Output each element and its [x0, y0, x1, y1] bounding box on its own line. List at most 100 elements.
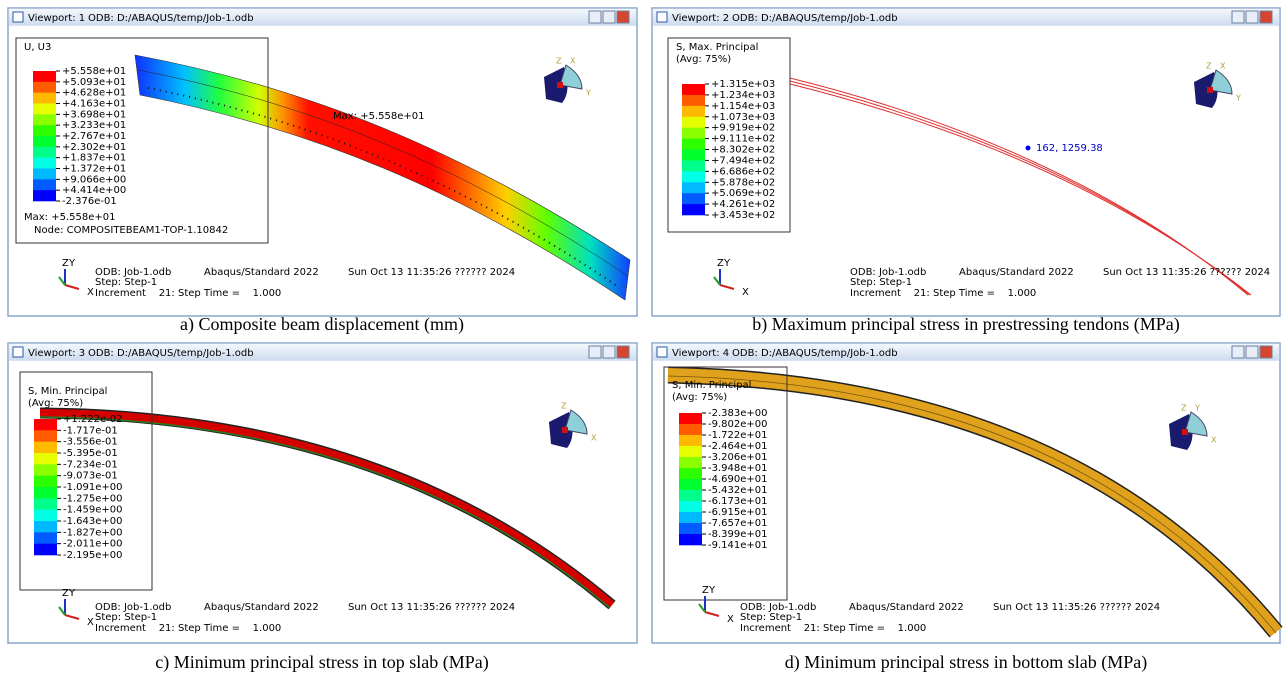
window-min-button[interactable] — [588, 345, 602, 359]
viewport: Viewport: 2 ODB: D:/ABAQUS/temp/Job-1.odb… — [651, 7, 1281, 317]
window-max-button[interactable] — [602, 345, 616, 359]
legend-band — [33, 146, 56, 158]
legend-band — [679, 468, 702, 480]
viewport-frame — [651, 7, 1281, 317]
triad-axis — [719, 284, 735, 290]
legend-label: +1.315e+03 — [711, 79, 775, 90]
caption: a) Composite beam displacement (mm) — [180, 314, 464, 335]
orientation-center — [557, 82, 563, 88]
triad-label: Z — [62, 588, 69, 599]
triad-label: Y — [68, 258, 76, 269]
legend-label: -3.206e+01 — [708, 452, 768, 463]
legend-label: +3.698e+01 — [62, 109, 126, 120]
legend-band — [679, 479, 702, 491]
info-odb: ODB: Job-1.odb — [740, 602, 816, 613]
legend-label: +6.686e+02 — [711, 166, 775, 177]
triad-label: Z — [62, 258, 69, 269]
window-max-button[interactable] — [1245, 345, 1259, 359]
window-min-button[interactable] — [1231, 10, 1245, 24]
viewport-icon — [12, 346, 24, 358]
legend-band — [682, 127, 705, 139]
window-close-button[interactable] — [1259, 345, 1273, 359]
legend-band — [679, 523, 702, 535]
legend-band — [682, 204, 705, 216]
legend-label: +1.154e+03 — [711, 101, 775, 112]
legend-label: +4.414e+00 — [62, 185, 126, 196]
probe-point — [1025, 145, 1031, 151]
triad-axis — [713, 276, 721, 286]
triad-label: X — [87, 617, 94, 628]
triad-axis — [704, 611, 720, 617]
caption: c) Minimum principal stress in top slab … — [155, 652, 488, 673]
legend-band — [682, 160, 705, 172]
legend-label: -6.915e+01 — [708, 507, 768, 518]
triad-axis — [64, 614, 80, 620]
window-min-button[interactable] — [588, 10, 602, 24]
legend-label: +9.066e+00 — [62, 174, 126, 185]
legend-footer: Node: COMPOSITEBEAM1-TOP-1.10842 — [34, 225, 228, 236]
info-solver: Abaqus/Standard 2022 — [204, 267, 319, 278]
info-step: Step: Step-1 — [95, 612, 157, 623]
legend-band — [33, 125, 56, 137]
title-bar — [652, 8, 1280, 26]
window-max-button[interactable] — [1245, 10, 1259, 24]
legend-band — [33, 114, 56, 126]
legend-band — [33, 81, 56, 93]
legend-label: -5.395e-01 — [63, 448, 118, 459]
legend-band — [682, 105, 705, 118]
tendon — [789, 83, 1252, 296]
legend-label: -6.173e+01 — [708, 496, 768, 507]
orientation-face — [1209, 69, 1233, 95]
legend-label: -1.827e+00 — [63, 527, 123, 538]
legend-label: +9.919e+02 — [711, 123, 775, 134]
legend-band — [679, 435, 702, 447]
triad-label: X — [742, 287, 749, 298]
info-step: Step: Step-1 — [850, 277, 912, 288]
window-close-button[interactable] — [616, 10, 630, 24]
window-min-button[interactable] — [1231, 345, 1245, 359]
legend-band — [679, 512, 702, 524]
window-max-button[interactable] — [602, 10, 616, 24]
info-odb: ODB: Job-1.odb — [850, 267, 926, 278]
legend-label: -2.376e-01 — [62, 196, 117, 207]
viewport-label: Viewport: 2 — [672, 13, 729, 24]
orientation-center — [1207, 87, 1213, 93]
legend-band — [34, 419, 57, 431]
legend-label: +7.494e+02 — [711, 155, 775, 166]
legend-band — [33, 136, 56, 148]
legend-band — [33, 179, 56, 191]
viewport-frame — [651, 342, 1281, 644]
triad-axis — [64, 284, 80, 290]
legend-band — [682, 193, 705, 205]
legend-label: +5.093e+01 — [62, 77, 126, 88]
legend-band — [682, 84, 705, 96]
orientation-label: Y — [1235, 94, 1241, 103]
legend-title: S, Min. Principal — [28, 386, 107, 397]
window-close-button[interactable] — [616, 345, 630, 359]
info-solver: Abaqus/Standard 2022 — [204, 602, 319, 613]
orientation-label: Z — [1206, 62, 1212, 71]
legend-label: -9.073e-01 — [63, 471, 118, 482]
window-close-button[interactable] — [1259, 10, 1273, 24]
legend-label: +8.302e+02 — [711, 145, 775, 156]
viewport-icon — [12, 11, 24, 23]
legend-label: -9.802e+00 — [708, 419, 768, 430]
viewport-icon — [656, 346, 668, 358]
info-step: Step: Step-1 — [95, 277, 157, 288]
info-increment: Increment 21: Step Time = 1.000 — [740, 623, 926, 634]
legend-label: -7.657e+01 — [708, 518, 768, 529]
slab-edge — [39, 416, 611, 609]
orientation-label: X — [591, 434, 597, 443]
legend-label: -9.141e+01 — [708, 540, 768, 551]
info-date: Sun Oct 13 11:35:26 ?????? 2024 — [348, 267, 515, 278]
title-bar — [8, 8, 637, 26]
beam-ribs — [147, 87, 621, 289]
legend-label: +3.453e+02 — [711, 210, 775, 221]
legend-label: -3.948e+01 — [708, 463, 768, 474]
legend-band — [34, 532, 57, 544]
legend-box — [19, 371, 153, 591]
legend-title: S, Max. Principal — [676, 42, 758, 53]
legend-label: +4.163e+01 — [62, 99, 126, 110]
legend-band — [682, 94, 705, 107]
